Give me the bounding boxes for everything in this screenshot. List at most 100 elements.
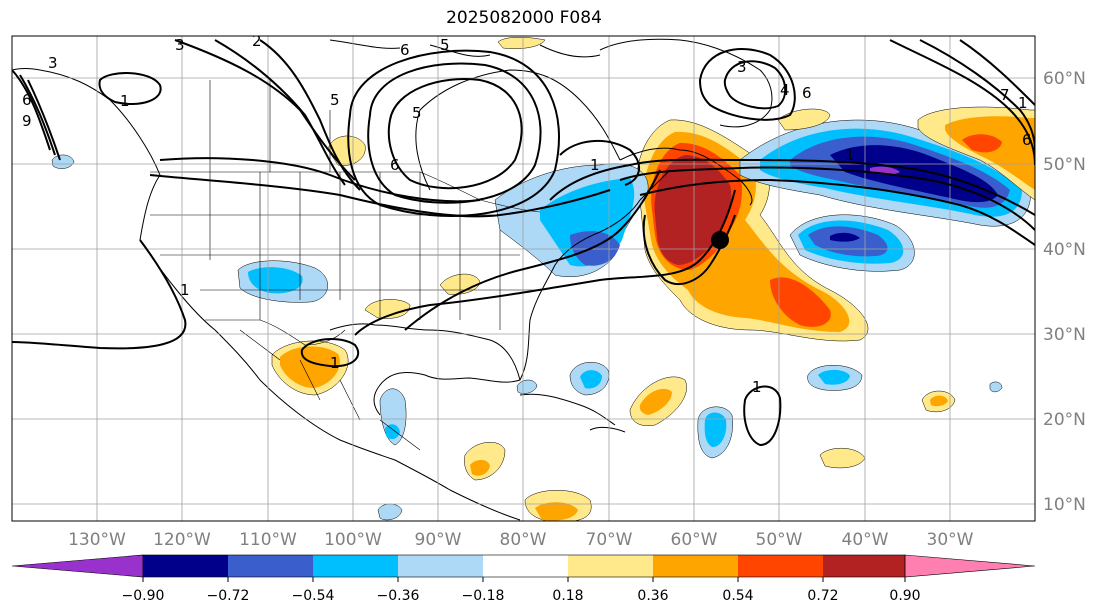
map-background	[12, 36, 1035, 521]
cold-anomaly-mexico-west-core	[385, 424, 400, 440]
contour-closed-southwest	[300, 338, 360, 368]
contour-hudson-east	[559, 139, 640, 186]
colorbar-tick-label: −0.36	[377, 588, 420, 604]
contour-west-2	[214, 39, 346, 186]
colorbar-extend-low	[11, 554, 144, 578]
contour-west-3	[259, 39, 361, 191]
contour-label: 1	[120, 92, 130, 110]
latitude-labels: 10°N 20°N 30°N 40°N 50°N 60°N	[1043, 69, 1086, 515]
colorbar-tick-label: 0.90	[889, 588, 920, 604]
contour-northwest	[12, 69, 61, 161]
colorbar-segment	[823, 555, 905, 577]
contour-label: 9	[22, 112, 32, 130]
contour-trough-2	[159, 157, 481, 203]
colorbar-tick-label: 0.18	[552, 588, 583, 604]
contour-label: 3	[175, 36, 185, 54]
cold-anomaly-caribbean-2-core	[704, 412, 727, 448]
colorbar-segment	[143, 555, 228, 577]
cold-anomaly-atlantic-small-core	[818, 369, 850, 385]
contour-label: 6	[22, 91, 32, 109]
warm-anomaly-mexico	[280, 346, 340, 388]
contour-label: 1	[180, 281, 190, 299]
colorbar-frame	[142, 554, 906, 578]
warm-anomaly-far-east-core	[962, 134, 1002, 153]
colorbar-tick-label: 0.72	[807, 588, 838, 604]
contour-label: 3	[737, 58, 747, 76]
lon-label: 50°W	[756, 530, 803, 550]
hispaniola	[589, 426, 626, 433]
lat-label: 40°N	[1043, 240, 1086, 260]
map-frame	[11, 35, 1036, 522]
cold-anomaly-mexico-small	[516, 379, 538, 394]
mexico-state-borders	[239, 329, 421, 451]
colorbar-segment	[228, 555, 313, 577]
us-state-grid	[150, 172, 540, 330]
contour-label: 7	[1000, 86, 1010, 104]
contour-pacific-1	[98, 72, 162, 106]
contour-labels: 3 2 6 5 3 6 5 1 5 9 6 1 6 1 1 3 6 4 7 1 …	[22, 32, 1032, 396]
lon-label: 80°W	[500, 530, 547, 550]
contour-eastern-ridge-3	[619, 166, 1035, 231]
contour-label: 1	[1018, 94, 1028, 112]
contour-label: 6	[400, 41, 410, 59]
contour-eastern-ridge-4	[639, 178, 1035, 246]
contour-closed-low	[387, 78, 523, 190]
contour-label: 6	[390, 156, 400, 174]
cold-anomaly-panama	[377, 503, 403, 521]
contour-far-east-3	[959, 39, 1035, 106]
lon-label: 30°W	[927, 530, 974, 550]
contour-label: 3	[48, 54, 58, 72]
contour-trough-1	[149, 174, 611, 218]
anomaly-shading	[51, 37, 1035, 521]
lon-label: 90°W	[415, 530, 462, 550]
lon-label: 60°W	[671, 530, 718, 550]
colorbar-ticks	[142, 577, 906, 582]
contour-far-east-1	[889, 39, 1035, 166]
colorbar-tick-label: −0.90	[122, 588, 165, 604]
storm-center-marker	[711, 231, 729, 249]
lon-label: 130°W	[68, 530, 126, 550]
north-america-south-coast	[139, 239, 521, 521]
colorbar-segment	[568, 555, 653, 577]
colorbar-segment	[398, 555, 483, 577]
lat-label: 60°N	[1043, 69, 1086, 89]
lat-label: 30°N	[1043, 325, 1086, 345]
cold-anomaly-plains	[248, 267, 303, 294]
lon-label: 110°W	[239, 530, 297, 550]
contour-far-east-2	[919, 39, 1035, 151]
colorbar-tick-label: −0.72	[207, 588, 250, 604]
warm-anomaly-labrador	[497, 37, 546, 49]
colorbar-segment	[313, 555, 398, 577]
contour-label: 1	[845, 146, 855, 164]
colorbar-segment	[738, 555, 823, 577]
contour-label: 5	[440, 36, 450, 54]
east-coast-us	[519, 169, 671, 381]
contour-closed-low-2	[367, 62, 542, 204]
warm-anomaly-gulf-small	[364, 299, 411, 319]
colorbar-segment	[653, 555, 738, 577]
contour-label: 4	[780, 81, 790, 99]
contour-pacific-2	[12, 239, 187, 350]
colorbar: −0.90 −0.72 −0.54 −0.36 −0.18 0.18 0.36 …	[11, 554, 1036, 604]
contour-label: 2	[252, 32, 262, 50]
lat-label: 10°N	[1043, 495, 1086, 515]
contour-label: 6	[802, 84, 812, 102]
colorbar-tick-label: 0.54	[722, 588, 753, 604]
lat-label: 20°N	[1043, 410, 1086, 430]
colorbar-tick-labels: −0.90 −0.72 −0.54 −0.36 −0.18 0.18 0.36 …	[122, 588, 921, 604]
warm-anomaly-far-east	[945, 116, 1035, 190]
colorbar-tick-label: 0.36	[637, 588, 668, 604]
contour-label: 1	[330, 354, 340, 372]
cold-anomaly-mid-atlantic-deep	[830, 232, 860, 242]
colorbar-segment	[483, 555, 568, 577]
contour-east-high-1	[698, 47, 796, 121]
warm-anomaly-east-atlantic-core	[930, 395, 948, 407]
contour-closed-low-3	[347, 49, 560, 217]
colorbar-extend-high	[904, 554, 1036, 578]
longitude-labels: 130°W 120°W 110°W 100°W 90°W 80°W 70°W 6…	[68, 530, 974, 550]
cold-anomaly-east-small	[989, 381, 1003, 393]
lon-label: 100°W	[324, 530, 382, 550]
map-title: 2025082000 F084	[446, 8, 602, 28]
colorbar-tick-label: −0.18	[462, 588, 505, 604]
